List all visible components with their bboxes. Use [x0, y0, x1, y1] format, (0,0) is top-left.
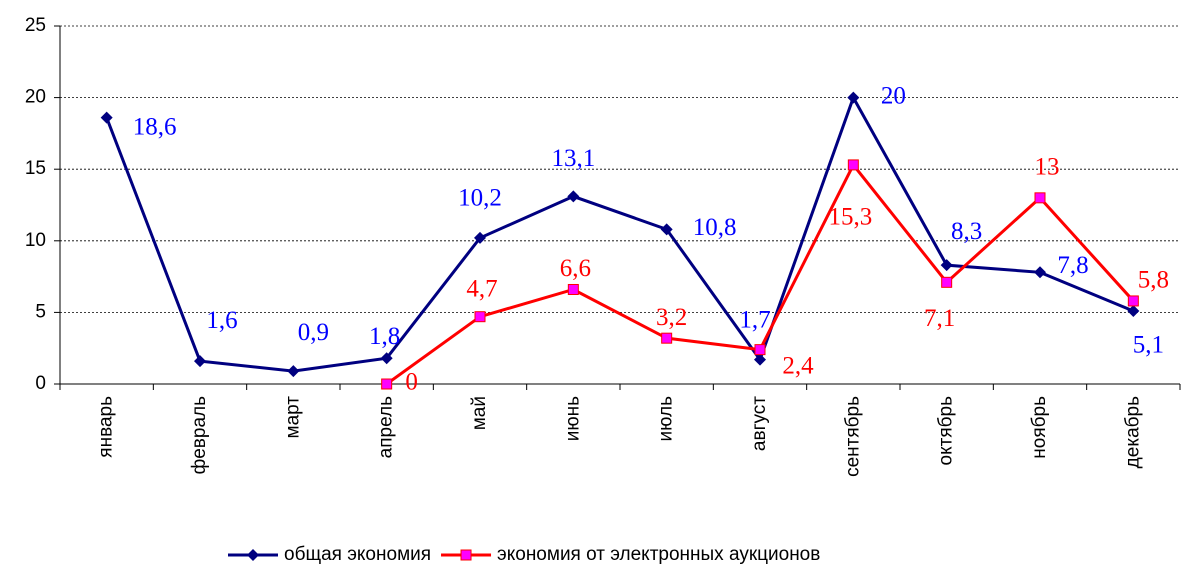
legend-label: экономия от электронных аукционов [497, 544, 820, 565]
marker [194, 355, 206, 368]
data-label: 2,4 [782, 352, 814, 379]
x-tick-label: июнь [562, 396, 583, 441]
data-label: 18,6 [133, 113, 177, 140]
data-label: 10,2 [458, 185, 502, 212]
marker [847, 91, 860, 104]
data-label: 6,6 [560, 255, 591, 282]
data-label: 13 [1035, 154, 1060, 181]
data-label: 15,3 [828, 204, 872, 231]
marker [100, 111, 113, 124]
x-tick-label: апрель [376, 396, 397, 458]
x-tick-label: август [749, 396, 770, 451]
data-label: 0,9 [298, 319, 329, 346]
data-label: 5,8 [1138, 267, 1169, 294]
marker [474, 231, 486, 244]
marker [1127, 295, 1139, 307]
marker [460, 549, 472, 561]
marker [381, 378, 393, 390]
marker [941, 276, 953, 288]
data-label: 3,2 [656, 304, 687, 331]
data-label: 1,7 [739, 306, 770, 333]
y-tick-label: 20 [25, 87, 46, 108]
y-tick-label: 10 [25, 230, 46, 251]
x-tick-label: июль [656, 396, 677, 442]
marker [380, 352, 393, 365]
marker [567, 283, 579, 295]
data-label: 5,1 [1133, 332, 1164, 359]
data-label: 0 [405, 369, 418, 396]
marker [247, 549, 259, 561]
legend: общая экономия экономия от электронных ау… [228, 544, 820, 565]
legend-label: общая экономия [284, 544, 431, 565]
marker [754, 353, 766, 366]
data-label: 1,8 [369, 323, 400, 350]
x-tick-label: сентябрь [842, 396, 863, 477]
marker [754, 344, 766, 356]
marker [940, 259, 953, 272]
data-label: 8,3 [951, 218, 982, 245]
marker [661, 332, 673, 344]
marker [1034, 266, 1046, 279]
y-tick-label: 25 [25, 15, 46, 36]
data-label: 20 [881, 82, 906, 109]
x-tick-label: февраль [189, 396, 210, 475]
y-tick-label: 0 [35, 373, 46, 394]
marker [287, 365, 300, 378]
y-tick-label: 5 [35, 301, 46, 322]
marker [474, 311, 486, 323]
x-tick-label: декабрь [1122, 396, 1143, 468]
x-tick-label: март [282, 396, 303, 439]
x-tick-label: январь [96, 396, 117, 458]
data-label: 4,7 [466, 275, 497, 302]
marker [1127, 304, 1140, 317]
data-label: 7,8 [1057, 252, 1088, 279]
x-tick-label: октябрь [936, 396, 957, 466]
marker [1034, 192, 1046, 204]
marker [567, 190, 580, 203]
data-label: 10,8 [693, 214, 737, 241]
x-tick-label: ноябрь [1029, 396, 1050, 459]
marker [847, 159, 859, 171]
data-label: 1,6 [206, 307, 237, 334]
data-label: 7,1 [924, 305, 955, 332]
data-label: 13,1 [551, 145, 595, 172]
y-tick-label: 15 [25, 158, 46, 179]
marker [660, 223, 673, 236]
x-tick-label: май [469, 396, 490, 430]
